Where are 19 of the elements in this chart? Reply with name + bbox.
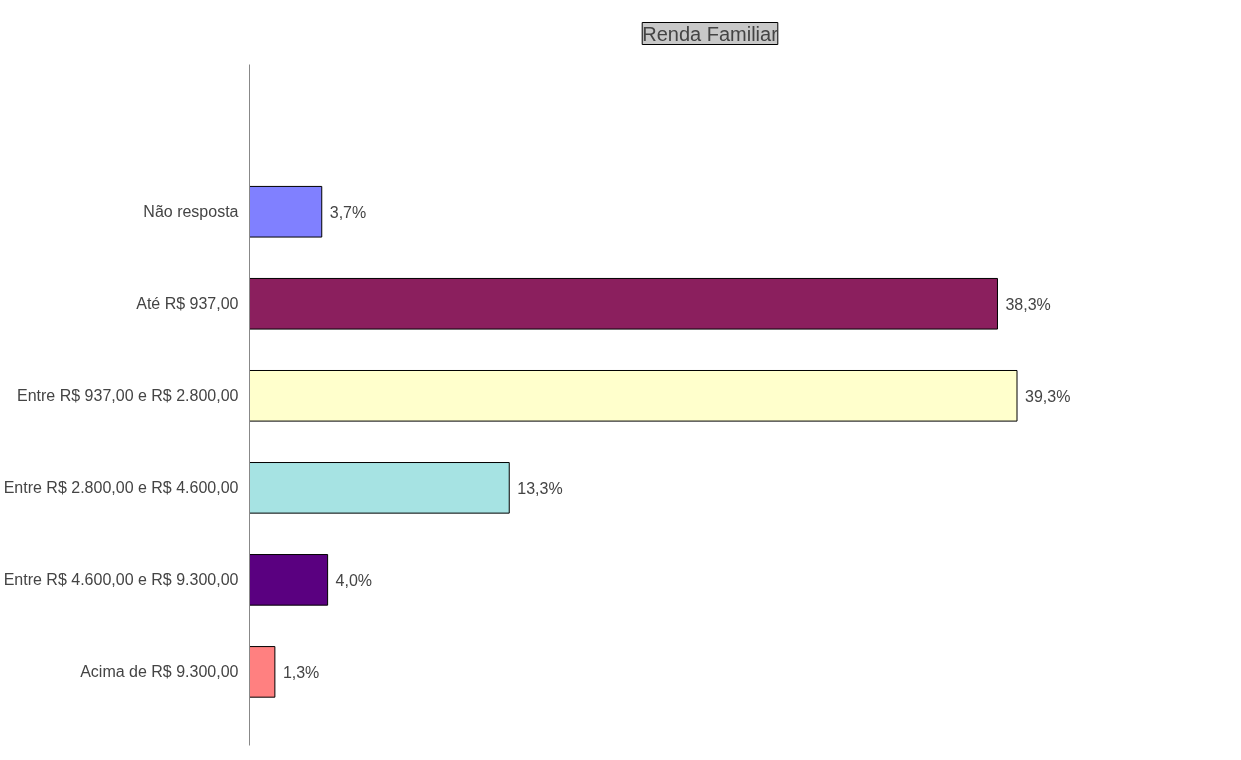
data-label: 4,0%	[335, 571, 373, 589]
data-label: 1,3%	[282, 663, 320, 681]
y-tick-label: Não resposta	[143, 203, 239, 221]
bar	[249, 646, 276, 698]
bar	[249, 462, 510, 514]
chart-title: Renda Familiar	[642, 22, 779, 45]
y-tick-label: Até R$ 937,00	[136, 295, 239, 313]
y-tick-label: Entre R$ 4.600,00 e R$ 9.300,00	[3, 571, 239, 589]
data-label: 38,3%	[1005, 295, 1051, 313]
bar	[249, 554, 329, 606]
y-tick-label: Entre R$ 937,00 e R$ 2.800,00	[17, 387, 239, 405]
y-tick-label: Acima de R$ 9.300,00	[80, 663, 239, 681]
bar	[249, 185, 323, 238]
bar	[249, 369, 1018, 422]
y-tick-label: Entre R$ 2.800,00 e R$ 4.600,00	[3, 479, 239, 497]
data-label: 3,7%	[329, 203, 367, 221]
bar	[249, 277, 998, 330]
data-label: 39,3%	[1025, 387, 1071, 405]
data-label: 13,3%	[517, 479, 563, 497]
